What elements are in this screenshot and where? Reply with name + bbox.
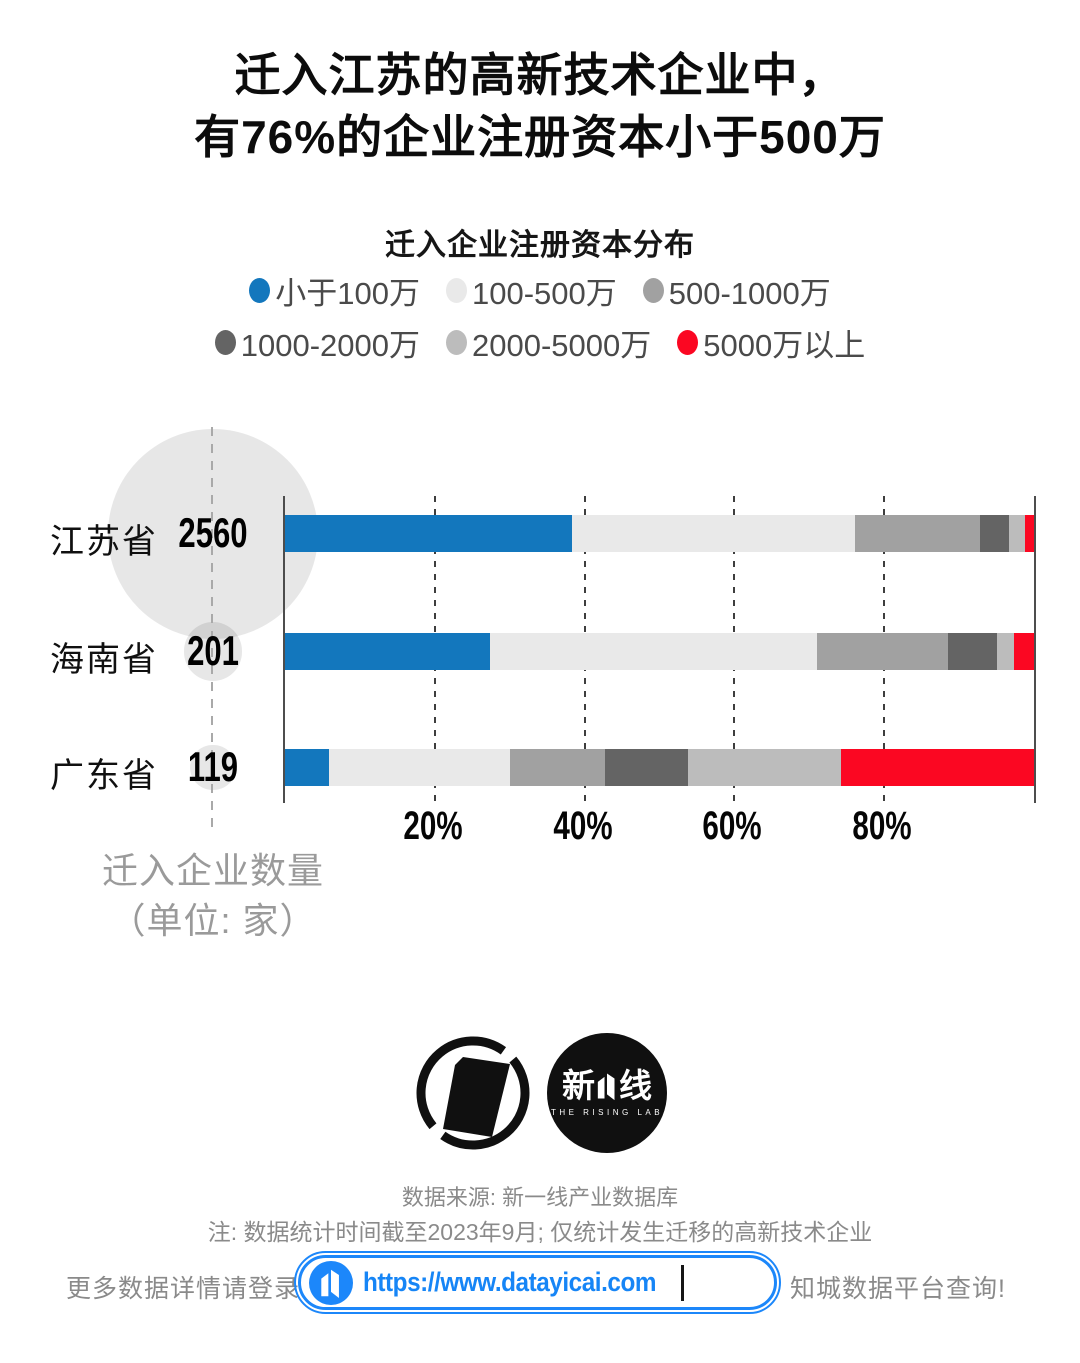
data-note-text: 注: 数据统计时间截至2023年9月; 仅统计发生迁移的高新技术企业: [207, 1219, 873, 1245]
bar-segment: [604, 749, 688, 786]
bar-row-广东省: [285, 749, 1034, 786]
bar-segment: [285, 515, 572, 552]
bar-segment: [841, 749, 1034, 786]
x-tick-label: 60%: [702, 804, 763, 848]
datayicai-logo-icon: [309, 1260, 353, 1305]
bar-segment: [947, 633, 997, 670]
legend-dot-icon: [446, 330, 468, 355]
rising-lab-zh-right: 线: [619, 1067, 652, 1104]
legend-dot-icon: [642, 278, 664, 303]
legend-label: 500-1000万: [668, 276, 831, 311]
bar-segment: [329, 749, 511, 786]
bar-row-江苏省: [285, 515, 1034, 552]
legend-label: 2000-5000万: [472, 328, 652, 363]
legend-dot-icon: [677, 330, 699, 355]
category-label-江苏省: 江苏省: [50, 522, 158, 561]
category-label-海南省: 海南省: [50, 640, 158, 679]
rising-lab-logo: 新 线 THE RISING LAB: [547, 1033, 667, 1153]
chart-subtitle: 迁入企业注册资本分布: [385, 229, 695, 262]
bar-segment: [1008, 515, 1025, 552]
legend-dot-icon: [214, 330, 236, 355]
rising-lab-en: THE RISING LAB: [550, 1108, 664, 1117]
legend-row-1: 小于100万 100-500万 500-1000万: [0, 268, 1080, 313]
bar-segment: [1014, 633, 1034, 670]
legend-label: 5000万以上: [703, 328, 866, 363]
rising-lab-one-icon: [597, 1073, 615, 1100]
text-cursor: [680, 1264, 684, 1301]
bar-segment: [980, 515, 1009, 552]
bar-segment: [996, 633, 1015, 670]
bar-segment: [816, 633, 948, 670]
legend-item: 1000-2000万: [214, 320, 421, 365]
yicai-logo-icon: [416, 1036, 530, 1150]
x-tick-label: 40%: [552, 804, 613, 848]
bar-segment: [1024, 515, 1034, 552]
url-pill[interactable]: https://www.datayicai.com: [294, 1251, 781, 1314]
legend-label: 100-500万: [471, 276, 617, 311]
cta-right-text: 知城数据平台查询!: [790, 1275, 1006, 1303]
bar-segment: [687, 749, 842, 786]
legend-item: 2000-5000万: [446, 320, 651, 365]
bar-segment: [854, 515, 981, 552]
legend-dot-icon: [445, 278, 467, 303]
legend-row-2: 1000-2000万 2000-5000万 5000万以上: [0, 320, 1080, 365]
page-title: 迁入江苏的高新技术企业中， 有76%的企业注册资本小于500万: [0, 44, 1080, 168]
rising-lab-zh-left: 新: [562, 1067, 595, 1104]
bar-segment: [285, 749, 330, 786]
count-value-广东省: 119: [187, 742, 239, 790]
legend-item: 500-1000万: [642, 268, 831, 313]
cta-left-text: 更多数据详情请登录: [66, 1275, 301, 1303]
x-tick-label: 20%: [403, 804, 463, 848]
legend-item: 小于100万: [249, 268, 420, 313]
legend-label: 1000-2000万: [240, 328, 421, 363]
legend-label: 小于100万: [275, 276, 420, 311]
logo-strip: 新 线 THE RISING LAB: [0, 1033, 1080, 1153]
plot-area: [283, 496, 1036, 803]
url-text[interactable]: https://www.datayicai.com: [363, 1267, 657, 1297]
bar-segment: [510, 749, 605, 786]
count-value-江苏省: 2560: [178, 508, 248, 556]
legend-dot-icon: [249, 278, 271, 303]
bar-segment: [285, 633, 491, 670]
unit-label-line1: 迁入企业数量: [101, 850, 324, 891]
legend-item: 100-500万: [445, 268, 617, 313]
bar-segment: [490, 633, 817, 670]
bubble-guide-dashed-line: [211, 427, 213, 833]
unit-label-line2: （单位: 家）: [109, 900, 317, 941]
count-value-海南省: 201: [187, 626, 239, 674]
title-line-2: 有76%的企业注册资本小于500万: [194, 111, 886, 163]
title-line-1: 迁入江苏的高新技术企业中，: [234, 49, 846, 101]
x-tick-label: 80%: [852, 804, 912, 848]
bar-row-海南省: [285, 633, 1034, 670]
legend-item: 5000万以上: [677, 320, 865, 365]
data-source-text: 数据来源: 新一线产业数据库: [401, 1185, 679, 1210]
bar-segment: [571, 515, 855, 552]
category-label-广东省: 广东省: [50, 756, 158, 795]
